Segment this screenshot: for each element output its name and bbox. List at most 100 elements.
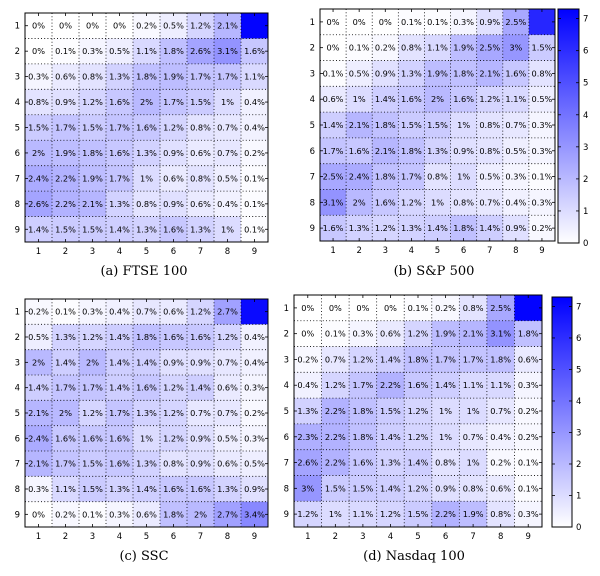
heatmap-cell-4-8	[502, 86, 530, 113]
cell-label-7-4: 1.3%	[380, 458, 401, 468]
heatmap-cell-8-7	[476, 189, 504, 216]
heatmap-cell-4-6	[160, 89, 188, 116]
x-tick-label-9: 9	[252, 247, 257, 257]
colorbar	[557, 8, 580, 244]
heatmap-cell-3-9	[241, 63, 269, 90]
heatmap-cell-8-3	[79, 476, 107, 502]
cell-label-1-2: 0.1%	[55, 307, 76, 317]
y-tick-label-9: 9	[310, 224, 315, 234]
heatmap-cell-6-8	[502, 137, 530, 164]
cell-label-9-1: 0%	[32, 509, 45, 519]
heatmap-cell-4-9	[241, 375, 269, 401]
cell-label-3-6: 1.9%	[163, 72, 184, 82]
y-tick-label-1: 1	[284, 304, 289, 314]
heatmap-cell-2-7	[476, 34, 504, 61]
cell-label-5-7: 0.8%	[190, 123, 211, 133]
cell-label-4-2: 1.7%	[55, 383, 76, 393]
x-tick-label-2: 2	[356, 246, 361, 256]
heatmap-cell-8-2	[321, 475, 350, 502]
x-tick-label-8: 8	[225, 532, 230, 542]
heatmap-cell-5-8	[486, 398, 515, 425]
heatmap-cell-4-9	[528, 86, 556, 113]
cell-label-2-8: 3.1%	[217, 46, 238, 56]
heatmap-cell-1-3	[372, 9, 399, 36]
heatmap-cell-3-4	[376, 346, 405, 373]
cell-label-3-6: 0.9%	[163, 357, 184, 367]
heatmap-cell-5-5	[133, 114, 161, 141]
cell-label-6-3: 2.1%	[375, 146, 396, 156]
heatmap-cell-6-5	[133, 140, 161, 166]
cell-label-4-9: 0.5%	[532, 94, 553, 104]
heatmap-cell-8-1	[320, 189, 347, 216]
y-tick-label-7: 7	[284, 459, 289, 469]
cell-label-7-4: 1.6%	[109, 459, 130, 469]
cell-label-1-4: 0.1%	[401, 17, 422, 27]
heatmap-cell-3-3	[349, 346, 377, 373]
heatmap-cell-6-9	[241, 140, 269, 166]
cell-label-2-5: 1.1%	[136, 46, 157, 56]
heatmap-cell-6-1	[25, 425, 53, 452]
heatmap-cell-1-6	[431, 295, 460, 322]
heatmap-cell-4-7	[459, 372, 488, 399]
heatmap-cell-2-1	[25, 324, 53, 350]
cell-label-4-5: 1.6%	[408, 380, 429, 390]
heatmap-cell-2-6	[431, 320, 460, 347]
heatmap-cell-9-3	[79, 501, 107, 528]
heatmap-cell-9-6	[160, 216, 188, 243]
panel-caption: (b) S&P 500	[394, 264, 475, 279]
heatmap-cell-1-5	[404, 295, 433, 322]
heatmap-cell-2-7	[187, 38, 215, 65]
heatmap-cell-5-5	[133, 400, 161, 426]
heatmap-cell-6-8	[486, 423, 515, 450]
heatmap-cell-4-6	[160, 375, 188, 401]
y-tick-label-6: 6	[310, 147, 315, 157]
heatmap-cell-1-1	[320, 9, 347, 36]
heatmap-cell-3-5	[424, 60, 451, 87]
cell-label-2-2: 0.1%	[55, 46, 76, 56]
cell-label-7-1: 2.6%	[297, 458, 318, 468]
cell-label-5-2: 1.7%	[55, 123, 76, 133]
cell-label-3-4: 1.3%	[401, 68, 422, 78]
heatmap-cell-5-5	[424, 112, 451, 139]
heatmap-cell-1-4	[398, 9, 425, 36]
cell-label-6-9: 0.3%	[244, 433, 265, 443]
y-tick-label-4: 4	[310, 95, 315, 105]
cell-label-8-1: 3%	[301, 483, 314, 493]
colorbar-tick-label-4: 4	[583, 111, 588, 121]
heatmap-cell-8-5	[424, 189, 451, 216]
heatmap-cell-8-9	[528, 189, 556, 216]
cell-label-4-5: 2%	[431, 94, 444, 104]
heatmap-cell-6-8	[214, 425, 242, 452]
cell-label-5-5: 1.3%	[136, 408, 157, 418]
heatmap-cell-3-5	[133, 63, 161, 90]
cell-label-3-5: 1.8%	[408, 354, 429, 364]
cell-label-4-5: 2%	[140, 97, 153, 107]
heatmap-cell-7-8	[214, 165, 242, 192]
cell-label-1-7: 0.9%	[479, 17, 500, 27]
cell-label-9-9: 0.3%	[518, 509, 539, 519]
heatmap-cell-3-1	[320, 60, 347, 87]
x-tick-label-1: 1	[36, 247, 41, 257]
x-tick-label-7: 7	[470, 532, 475, 542]
cell-label-4-8: 0.6%	[217, 383, 238, 393]
heatmap-cell-5-9	[241, 114, 269, 141]
cell-label-2-8: 3%	[509, 43, 522, 53]
cell-label-2-4: 0.5%	[109, 46, 130, 56]
cell-label-7-7: 0.5%	[479, 172, 500, 182]
cell-label-3-3: 0.8%	[82, 72, 103, 82]
cell-label-9-6: 1.8%	[163, 509, 184, 519]
heatmap-cell-9-6	[450, 215, 477, 242]
cell-label-6-4: 1.6%	[109, 433, 130, 443]
cell-label-2-1: 0%	[327, 43, 340, 53]
heatmap-cell-8-6	[160, 476, 188, 502]
cell-label-2-9: 1.8%	[518, 329, 539, 339]
y-tick-label-2: 2	[15, 47, 20, 57]
cell-label-8-8: 0.4%	[217, 199, 238, 209]
cell-label-1-8: 2.5%	[505, 17, 526, 27]
heatmap-cell-4-8	[214, 375, 242, 401]
heatmap-cell-5-2	[321, 398, 350, 425]
cell-label-6-5: 1.3%	[427, 146, 448, 156]
heatmap-cell-5-2	[346, 112, 373, 139]
heatmap-cell-5-3	[372, 112, 399, 139]
